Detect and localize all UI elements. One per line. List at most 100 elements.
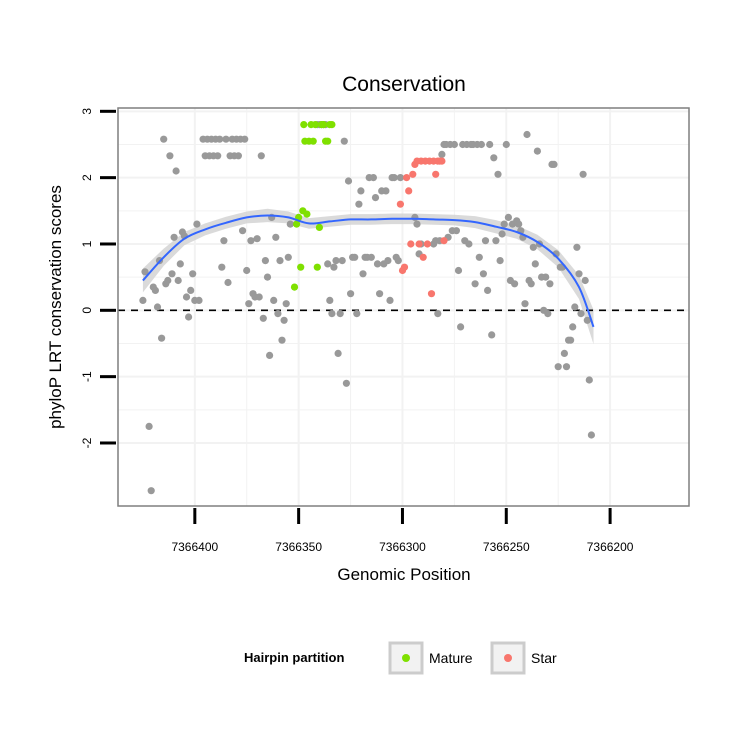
point-mature bbox=[324, 137, 332, 145]
x-tick-label: 7366300 bbox=[379, 540, 426, 554]
point-other bbox=[544, 310, 552, 318]
point-star bbox=[409, 170, 417, 178]
point-other bbox=[195, 296, 203, 304]
y-tick-label: -2 bbox=[80, 437, 94, 448]
point-other bbox=[193, 220, 201, 228]
point-other bbox=[340, 137, 348, 145]
point-other bbox=[434, 310, 442, 318]
x-tick-label: 7366350 bbox=[275, 540, 322, 554]
point-star bbox=[403, 174, 411, 182]
point-other bbox=[546, 280, 554, 288]
point-other bbox=[257, 152, 265, 160]
point-other bbox=[494, 170, 502, 178]
point-other bbox=[342, 379, 350, 387]
point-other bbox=[282, 300, 290, 308]
point-other bbox=[174, 276, 182, 285]
point-other bbox=[253, 235, 261, 243]
point-star bbox=[432, 170, 440, 178]
point-other bbox=[328, 310, 336, 318]
point-other bbox=[334, 349, 342, 357]
legend-title: Hairpin partition bbox=[244, 650, 344, 665]
point-other bbox=[151, 286, 159, 294]
point-other bbox=[266, 351, 274, 359]
point-other bbox=[386, 296, 394, 304]
point-other bbox=[330, 263, 338, 271]
point-other bbox=[390, 174, 398, 182]
point-other bbox=[502, 140, 510, 149]
point-star bbox=[427, 290, 436, 298]
y-tick-label: 2 bbox=[80, 174, 94, 181]
point-other bbox=[504, 213, 512, 221]
point-other bbox=[276, 257, 284, 265]
point-other bbox=[168, 270, 176, 278]
point-other bbox=[164, 276, 172, 285]
point-other bbox=[562, 363, 571, 371]
y-axis-title: phyloP LRT conservation scores bbox=[46, 185, 65, 429]
point-other bbox=[166, 152, 174, 160]
point-mature bbox=[328, 121, 336, 129]
point-star bbox=[396, 200, 404, 208]
point-other bbox=[278, 336, 286, 344]
point-other bbox=[438, 150, 446, 158]
point-other bbox=[585, 376, 593, 384]
point-other bbox=[187, 286, 195, 294]
point-other bbox=[573, 243, 581, 251]
point-star bbox=[407, 240, 415, 248]
point-other bbox=[367, 253, 375, 261]
point-other bbox=[239, 227, 247, 235]
point-other bbox=[481, 237, 490, 245]
point-other bbox=[280, 316, 288, 324]
point-other bbox=[214, 152, 222, 160]
point-other bbox=[241, 135, 249, 143]
point-other bbox=[220, 237, 228, 245]
point-other bbox=[338, 257, 346, 265]
point-other bbox=[571, 303, 579, 311]
point-other bbox=[457, 323, 465, 331]
point-other bbox=[496, 257, 504, 265]
point-other bbox=[176, 260, 184, 268]
point-other bbox=[484, 286, 492, 294]
point-other bbox=[510, 280, 519, 288]
point-other bbox=[486, 140, 494, 149]
point-other bbox=[454, 266, 463, 275]
plot-frame bbox=[117, 107, 690, 507]
point-other bbox=[147, 487, 155, 495]
point-mature bbox=[311, 121, 319, 129]
point-other bbox=[351, 253, 359, 261]
y-tick-label: 3 bbox=[80, 108, 94, 115]
point-star bbox=[415, 240, 423, 248]
point-other bbox=[245, 300, 253, 308]
point-mature bbox=[300, 121, 308, 129]
point-other bbox=[579, 170, 587, 178]
point-other bbox=[382, 187, 390, 195]
point-other bbox=[479, 270, 487, 278]
x-axis-title: Genomic Position bbox=[337, 565, 470, 584]
point-other bbox=[344, 177, 353, 185]
point-other bbox=[500, 220, 508, 228]
point-mature bbox=[303, 210, 311, 218]
point-other bbox=[490, 154, 498, 162]
point-other bbox=[234, 152, 242, 160]
point-other bbox=[515, 220, 523, 228]
legend-label-star: Star bbox=[531, 650, 557, 666]
point-other bbox=[357, 187, 365, 195]
point-other bbox=[286, 220, 294, 228]
point-other bbox=[475, 253, 483, 261]
point-mature bbox=[315, 223, 323, 231]
point-other bbox=[326, 296, 334, 304]
point-other bbox=[529, 243, 537, 251]
point-other bbox=[332, 257, 340, 265]
point-other bbox=[272, 233, 280, 241]
point-other bbox=[371, 194, 380, 202]
point-other bbox=[261, 257, 269, 265]
point-other bbox=[347, 290, 355, 298]
point-other bbox=[243, 266, 251, 275]
x-tick-label: 7366400 bbox=[171, 540, 218, 554]
point-other bbox=[153, 303, 162, 311]
point-other bbox=[581, 276, 589, 285]
point-mature bbox=[297, 263, 305, 271]
point-other bbox=[284, 253, 292, 261]
point-star bbox=[405, 187, 413, 195]
point-other bbox=[353, 310, 361, 318]
legend-entry-star: Star bbox=[490, 641, 557, 675]
